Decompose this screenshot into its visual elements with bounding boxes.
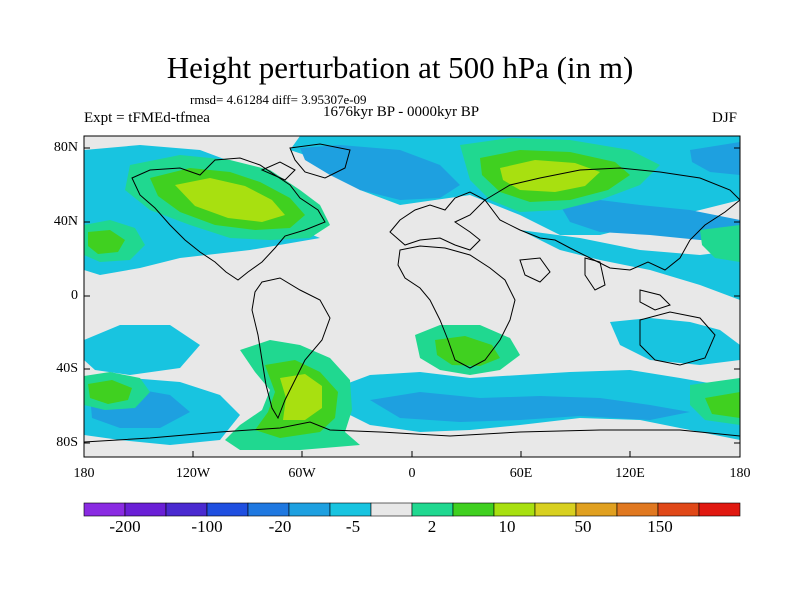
lon-tick-label: 60E: [509, 466, 533, 481]
colorbar-swatch: [165, 502, 208, 517]
contour-green-pacific-sw: [88, 380, 132, 404]
colorbar-label: 150: [647, 517, 673, 536]
contour-yellowgreen-north-america: [175, 178, 285, 222]
lon-ticks: [83, 451, 741, 457]
colorbar-label: -200: [109, 517, 141, 536]
coastlines: [84, 143, 740, 443]
colorbar-swatch: [124, 502, 167, 517]
colorbar-label: 2: [427, 517, 437, 536]
colorbar-swatch: [698, 502, 741, 517]
contour-green-south-africa: [435, 336, 500, 366]
lon-tick-label: 60W: [288, 466, 316, 481]
contour-teal-indian-ne: [700, 225, 740, 262]
contour-fields: [84, 136, 740, 450]
contour-midblue-arctic: [300, 145, 460, 200]
contour-midblue-asia: [560, 200, 740, 240]
colorbar: [83, 502, 741, 517]
contour-blue-south-pacific: [84, 325, 200, 375]
colorbar-swatch: [247, 502, 290, 517]
colorbar-swatch: [206, 502, 249, 517]
lon-tick-label: 180: [73, 466, 95, 481]
period-label: 1676kyr BP - 0000kyr BP: [323, 104, 480, 120]
colorbar-swatch: [534, 502, 577, 517]
colorbar-label: -5: [345, 517, 361, 536]
lat-tick-label: 40S: [56, 361, 78, 376]
lat-tick-label: 0: [71, 288, 78, 303]
lat-tick-label: 80S: [56, 435, 78, 450]
colorbar-swatch: [452, 502, 495, 517]
colorbar-swatch: [411, 502, 454, 517]
lon-tick-label: 120W: [175, 466, 211, 481]
experiment-label: Expt = tFMEd-tfmea: [84, 110, 210, 126]
lon-tick-label: 180: [729, 466, 751, 481]
colorbar-label: 50: [574, 517, 592, 536]
contour-blue-east-asia: [520, 230, 740, 300]
contour-midblue-southern: [370, 392, 690, 422]
colorbar-swatch: [575, 502, 618, 517]
lat-ticks: [84, 147, 740, 444]
lon-tick-label: 0: [408, 466, 416, 481]
colorbar-swatch: [657, 502, 700, 517]
lat-tick-label: 40N: [53, 214, 78, 229]
contour-green-indian-south: [705, 392, 740, 418]
contour-midblue-arctic-east: [690, 142, 740, 175]
lon-tick-label: 120E: [615, 466, 645, 481]
colorbar-label: -20: [268, 517, 292, 536]
colorbar-swatch: [370, 502, 413, 517]
colorbar-label: -100: [191, 517, 223, 536]
colorbar-swatch: [83, 502, 126, 517]
plot-title: Height perturbation at 500 hPa (in m): [166, 50, 634, 85]
lat-tick-label: 80N: [53, 140, 78, 155]
colorbar-swatch: [329, 502, 372, 517]
season-label: DJF: [712, 110, 738, 126]
colorbar-swatch: [288, 502, 331, 517]
contour-yellowgreen-south-america: [280, 374, 322, 420]
contour-green-pacific-patch: [88, 230, 125, 254]
colorbar-label: 10: [498, 517, 516, 536]
colorbar-swatch: [493, 502, 536, 517]
colorbar-swatch: [616, 502, 659, 517]
stats-text: rmsd= 4.61284 diff= 3.95307e-09: [190, 92, 367, 107]
